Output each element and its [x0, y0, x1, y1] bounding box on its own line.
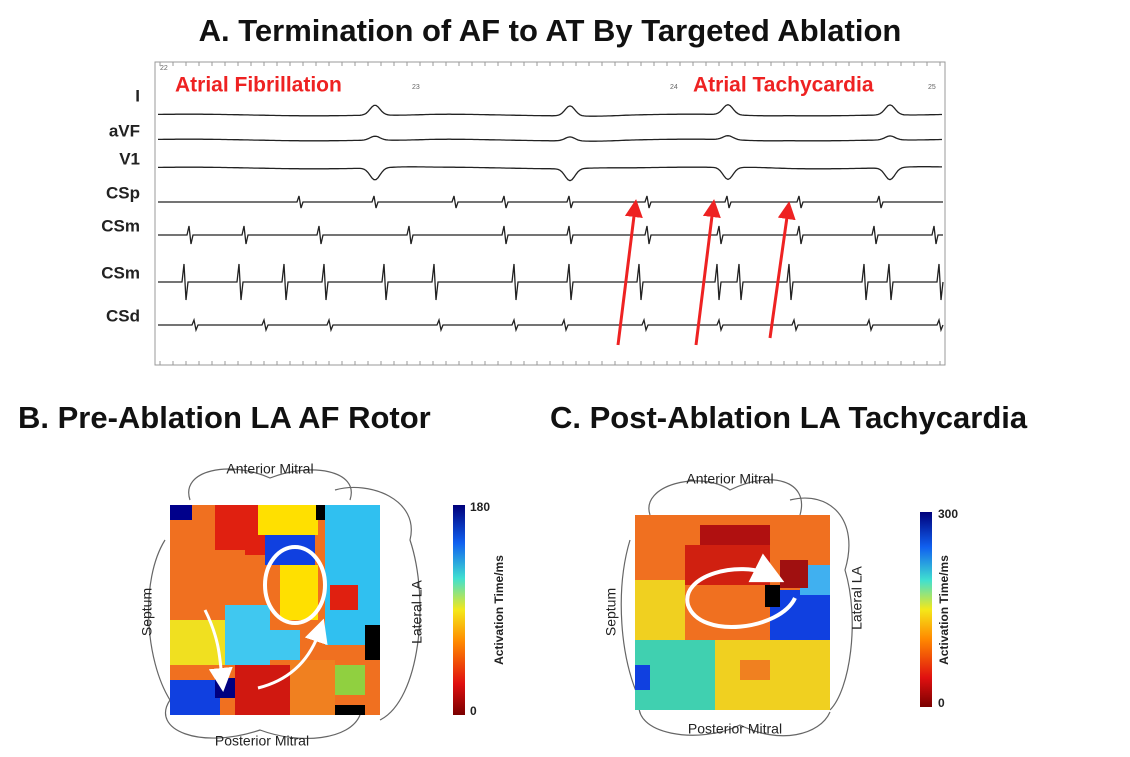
annotation: Atrial Fibrillation [175, 74, 342, 97]
atrium-outline [148, 539, 171, 701]
map-label: Posterior Mitral [688, 721, 782, 737]
map-region [365, 625, 380, 660]
lead-label: aVF [109, 121, 140, 140]
lead-label: CSd [106, 306, 140, 325]
map-label: Septum [139, 588, 155, 636]
map-label: Lateral LA [849, 565, 865, 629]
colorbar-label: Activation Time/ms [937, 555, 951, 665]
ablation-arrow [694, 199, 721, 346]
lead-label: CSp [106, 183, 140, 202]
time-mark: 23 [412, 84, 420, 91]
ecg-trace [158, 263, 944, 301]
panel-c-title: C. Post-Ablation LA Tachycardia [550, 400, 1028, 435]
panel-b-title: B. Pre-Ablation LA AF Rotor [18, 400, 431, 435]
lead-label: CSm [101, 263, 140, 282]
map-region [635, 580, 685, 640]
map-region [170, 505, 192, 520]
ecg-frame [154, 61, 946, 366]
colorbar-min: 0 [470, 704, 477, 718]
panel-a-title: A. Termination of AF to AT By Targeted A… [199, 13, 902, 48]
time-mark: 25 [928, 84, 936, 91]
map-region [330, 585, 358, 610]
map-region [270, 630, 300, 660]
colorbar-min: 0 [938, 696, 945, 710]
colorbar-max: 180 [470, 500, 490, 514]
atrium-outline [648, 479, 803, 516]
time-mark: 24 [670, 84, 678, 91]
ecg-trace [158, 135, 942, 142]
ecg-trace [158, 166, 942, 182]
activation-map [148, 468, 421, 740]
atrium-outline [620, 539, 641, 701]
activation-map [620, 479, 853, 737]
lead-label: I [135, 86, 140, 105]
map-region [740, 660, 770, 680]
lead-label: V1 [119, 149, 140, 168]
map-region [225, 605, 270, 665]
map-region [335, 705, 365, 715]
wavefront-arrow [203, 609, 233, 692]
map-region [780, 560, 808, 588]
colorbar [453, 505, 465, 715]
map-label: Anterior Mitral [686, 471, 773, 487]
atrium-outline [164, 699, 361, 740]
ecg-trace [158, 104, 942, 117]
map-label: Septum [603, 588, 619, 636]
map-region [785, 660, 830, 710]
ablation-arrow [616, 199, 643, 346]
map-region [765, 585, 780, 607]
map-region [170, 680, 220, 715]
map-region [290, 660, 335, 715]
atrium-outline [188, 468, 352, 501]
wavefront-arrow [263, 545, 327, 625]
colorbar-label: Activation Time/ms [492, 555, 506, 665]
ecg-trace [158, 225, 943, 245]
map-region [335, 665, 365, 695]
map-region [258, 505, 318, 535]
atrium-outline [789, 497, 853, 711]
colorbar-max: 300 [938, 507, 958, 521]
map-region [325, 505, 380, 645]
colorbar [920, 512, 932, 707]
atrium-outline [334, 486, 421, 721]
map-label: Anterior Mitral [226, 461, 313, 477]
map-region [316, 505, 326, 520]
lead-label: CSm [101, 216, 140, 235]
ecg-trace [158, 195, 943, 209]
ecg-trace [158, 317, 944, 333]
ablation-arrow [768, 201, 796, 339]
annotation: Atrial Tachycardia [693, 74, 874, 97]
wavefront-arrow [685, 553, 797, 629]
map-label: Lateral LA [409, 579, 425, 643]
atrium-outline [638, 699, 831, 737]
wavefront-arrow [257, 618, 328, 690]
map-region [280, 565, 318, 620]
map-region [235, 665, 290, 715]
map-region [635, 665, 650, 690]
time-mark: 22 [160, 65, 168, 72]
map-label: Posterior Mitral [215, 733, 309, 749]
